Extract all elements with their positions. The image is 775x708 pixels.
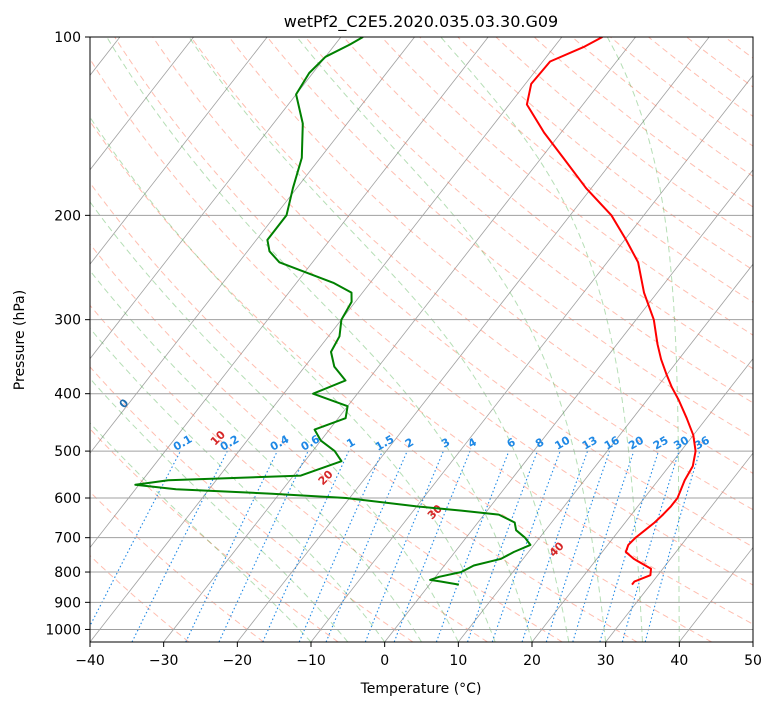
isotherm-line — [90, 37, 194, 171]
mixing-ratio-line — [131, 450, 228, 642]
isotherm-line — [236, 37, 710, 642]
moist-adiabat-line — [606, 37, 680, 642]
y-tick-label: 1000 — [45, 622, 81, 638]
mixing-ratio-lines — [90, 450, 701, 642]
dry-adiabat-line — [228, 37, 753, 474]
dry-adiabat-line — [90, 554, 190, 642]
dry-adiabat-line — [419, 37, 753, 303]
y-tick-label: 800 — [54, 565, 81, 581]
y-tick-label: 600 — [54, 491, 81, 507]
moist-adiabat-line — [90, 327, 386, 642]
x-tick-label: 10 — [449, 653, 467, 669]
isotherm-line — [605, 452, 753, 642]
dry-adiabat-line — [90, 182, 638, 642]
mixing-ratio-line — [435, 450, 510, 642]
y-tick-label: 200 — [54, 208, 81, 224]
x-axis-title: Temperature (°C) — [360, 681, 482, 697]
y-tick-label: 400 — [54, 387, 81, 403]
y-tick-label: 100 — [54, 30, 81, 46]
isotherm-line — [310, 74, 753, 642]
y-axis-title: Pressure (hPa) — [12, 290, 28, 390]
mixing-ratio-line — [491, 450, 561, 642]
dry-adiabat-line — [114, 37, 753, 586]
x-tick-label: −20 — [223, 653, 253, 669]
mixing-ratio-line — [298, 450, 384, 642]
pressure-grid-lines — [90, 37, 753, 630]
y-tick-label: 900 — [54, 595, 81, 611]
isotherm-line — [90, 37, 563, 642]
chart-title: wetPf2_C2E5.2020.035.03.30.G09 — [284, 12, 558, 32]
mixing-ratio-line — [644, 450, 701, 642]
isotherm-line — [90, 37, 489, 549]
temperature-profile-line — [525, 37, 697, 586]
x-tick-label: −40 — [75, 653, 105, 669]
plot-frame — [89, 36, 754, 643]
x-tick-label: −10 — [296, 653, 326, 669]
isotherm-lines — [90, 37, 753, 642]
isotherm-line — [90, 37, 415, 454]
mixing-ratio-line — [393, 450, 471, 642]
dry-adiabat-line — [90, 304, 488, 642]
moist-adiabat-line — [90, 116, 496, 642]
mixing-ratio-line — [521, 450, 589, 642]
dry-adiabat-line — [90, 120, 712, 642]
dry-adiabat-line — [90, 58, 753, 625]
dry-adiabat-line — [90, 243, 563, 642]
mixing-ratio-line — [545, 450, 611, 642]
isotherm-line — [90, 37, 342, 360]
isotherm-line — [163, 37, 636, 642]
isotherm-line — [384, 169, 753, 642]
mixing-ratio-line — [325, 450, 408, 642]
isotherm-line — [90, 37, 268, 265]
dry-adiabat-line — [381, 37, 753, 336]
mixing-ratio-line — [599, 450, 660, 642]
y-tick-label: 700 — [54, 531, 81, 547]
dry-adiabat-line — [152, 37, 753, 548]
x-tick-label: 50 — [744, 653, 762, 669]
x-tick-label: −30 — [149, 653, 179, 669]
mixing-ratio-line — [262, 450, 350, 642]
moist-adiabat-line — [106, 37, 533, 642]
dry-adiabat-line — [90, 366, 414, 642]
x-tick-label: 30 — [597, 653, 615, 669]
mixing-ratio-line — [364, 450, 444, 642]
isotherm-line — [457, 263, 753, 642]
x-tick-label: 40 — [670, 653, 688, 669]
mixing-ratio-line — [466, 450, 538, 642]
moist-adiabat-line — [90, 201, 459, 642]
moist-adiabat-line — [188, 37, 570, 642]
x-tick-label: 20 — [523, 653, 541, 669]
moist-adiabat-line — [440, 37, 643, 642]
moist-adiabat-line — [90, 269, 422, 642]
y-axis-ticks: 100 200 300 400 500 600 700 800 900 1000 — [45, 30, 90, 638]
y-tick-label: 500 — [54, 444, 81, 460]
x-axis-ticks: −40 −30 −20 −10 0 10 20 30 40 50 — [75, 642, 762, 669]
mixing-ratio-line — [572, 450, 635, 642]
isotherm-line — [531, 358, 753, 642]
dry-adiabat-line — [190, 37, 753, 511]
mixing-ratio-line — [621, 450, 680, 642]
dry-adiabat-lines — [90, 37, 753, 642]
sounding-series — [134, 37, 697, 586]
x-tick-label: 0 — [380, 653, 389, 669]
y-tick-label: 300 — [54, 313, 81, 329]
dewpoint-profile-line — [134, 37, 532, 586]
moist-adiabat-line — [296, 37, 607, 642]
